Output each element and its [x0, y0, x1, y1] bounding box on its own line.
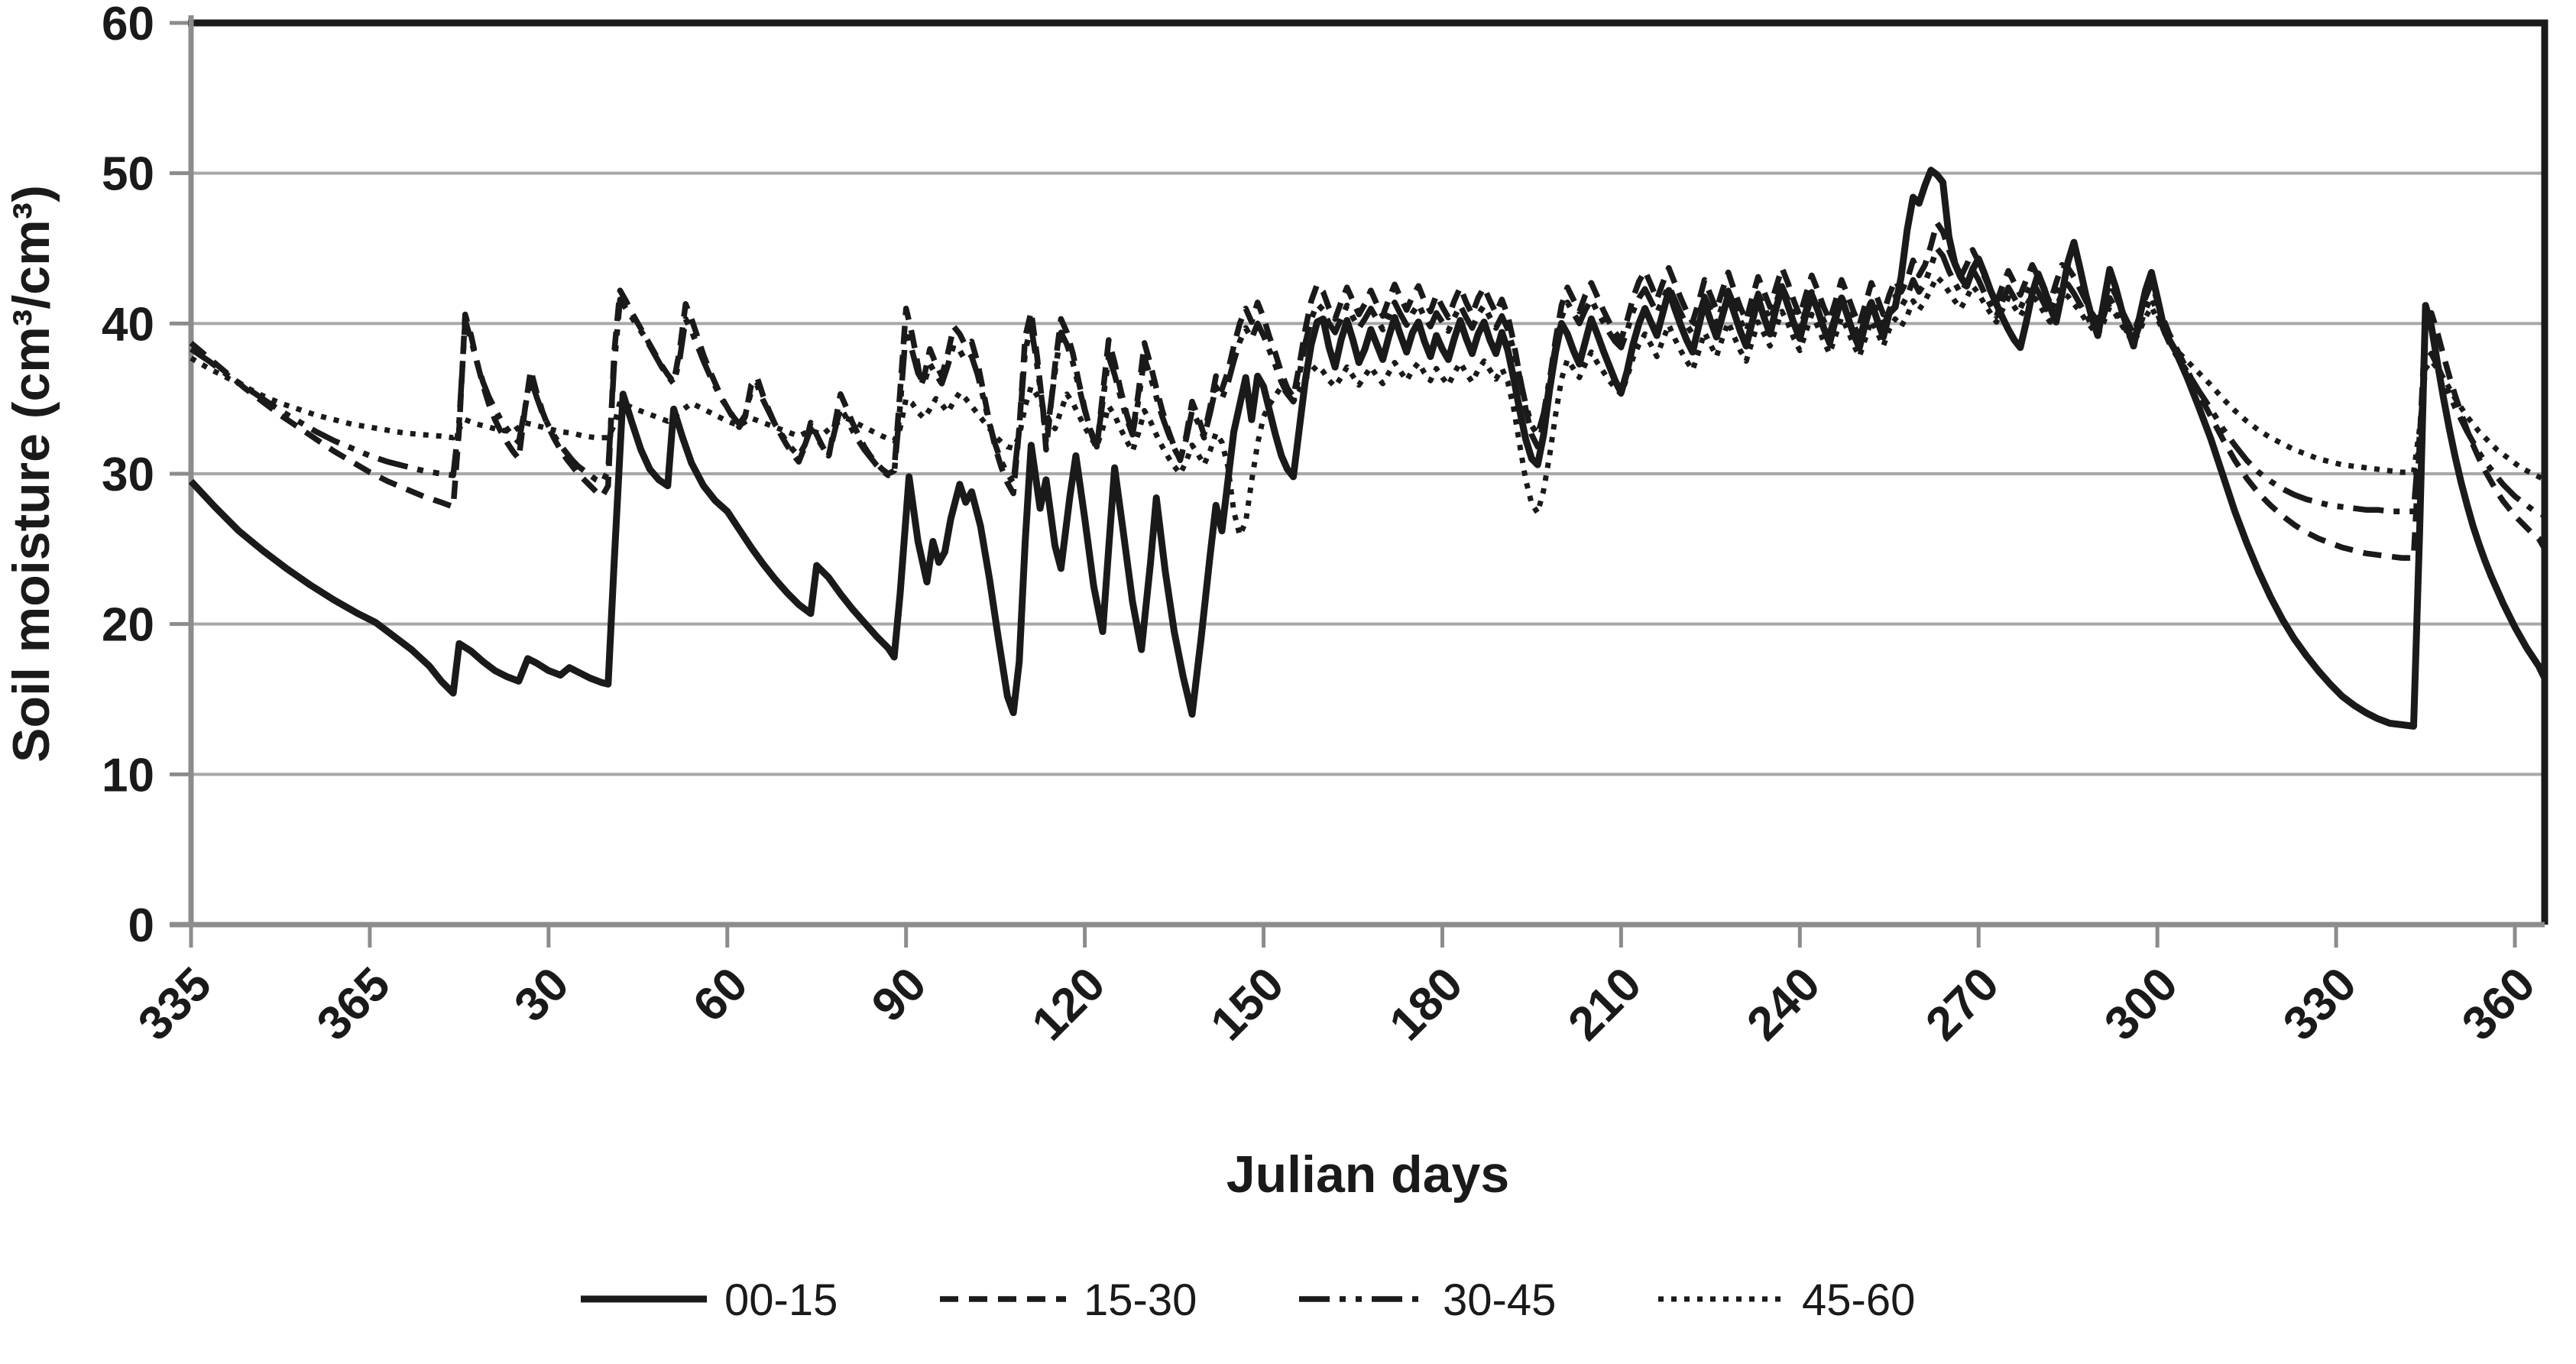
legend-item-30-45: 30-45: [1299, 1275, 1556, 1325]
y-tick-label-0: 0: [128, 899, 154, 952]
x-tick-label-360: 360: [2452, 957, 2545, 1051]
y-axis-tick-labels: 0 10 20 30 40 50 60: [102, 0, 154, 952]
x-tick-label-180: 180: [1379, 957, 1473, 1051]
x-axis-tick-labels: 335 365 30 60 90 120 150 180 210 240 270 300 330 360: [128, 957, 2545, 1051]
y-tick-label-50: 50: [102, 148, 154, 201]
legend-label-15-30: 15-30: [1084, 1275, 1197, 1325]
x-tick-label-30: 30: [504, 957, 579, 1032]
x-tick-label-60: 60: [683, 957, 758, 1032]
x-tick-label-330: 330: [2273, 957, 2367, 1051]
legend-label-45-60: 45-60: [1802, 1275, 1915, 1325]
legend-label-30-45: 30-45: [1443, 1275, 1556, 1325]
x-tick-label-300: 300: [2095, 957, 2188, 1051]
x-tick-label-120: 120: [1022, 957, 1116, 1051]
legend: 00-15 15-30 30-45 45-60: [581, 1275, 1915, 1325]
y-tick-label-10: 10: [102, 749, 154, 802]
x-tick-label-90: 90: [862, 957, 937, 1032]
x-axis-title: Julian days: [1226, 1145, 1509, 1204]
legend-item-15-30: 15-30: [940, 1275, 1197, 1325]
series-lines: [188, 167, 2548, 730]
x-tick-label-210: 210: [1558, 957, 1651, 1051]
y-axis-title: Soil moisture (cm³/cm³): [2, 185, 60, 763]
x-tick-label-150: 150: [1201, 957, 1294, 1051]
series-line-30-45: [189, 245, 2546, 519]
y-tick-label-30: 30: [102, 449, 154, 501]
gridlines: [191, 171, 2545, 776]
legend-label-00-15: 00-15: [724, 1275, 838, 1325]
axis-tick-marks: [170, 21, 2517, 948]
series-line-00-15: [188, 167, 2548, 730]
x-tick-label-240: 240: [1737, 957, 1830, 1051]
series-line-15-30: [189, 219, 2548, 561]
y-tick-label-20: 20: [102, 599, 154, 652]
x-tick-label-335: 335: [128, 957, 222, 1051]
plot-borders: [170, 15, 2548, 928]
y-tick-label-40: 40: [102, 298, 154, 351]
legend-item-45-60: 45-60: [1658, 1275, 1915, 1325]
y-tick-label-60: 60: [102, 0, 154, 50]
x-tick-label-270: 270: [1916, 957, 2009, 1051]
legend-item-00-15: 00-15: [581, 1275, 838, 1325]
x-tick-label-365: 365: [307, 957, 400, 1051]
